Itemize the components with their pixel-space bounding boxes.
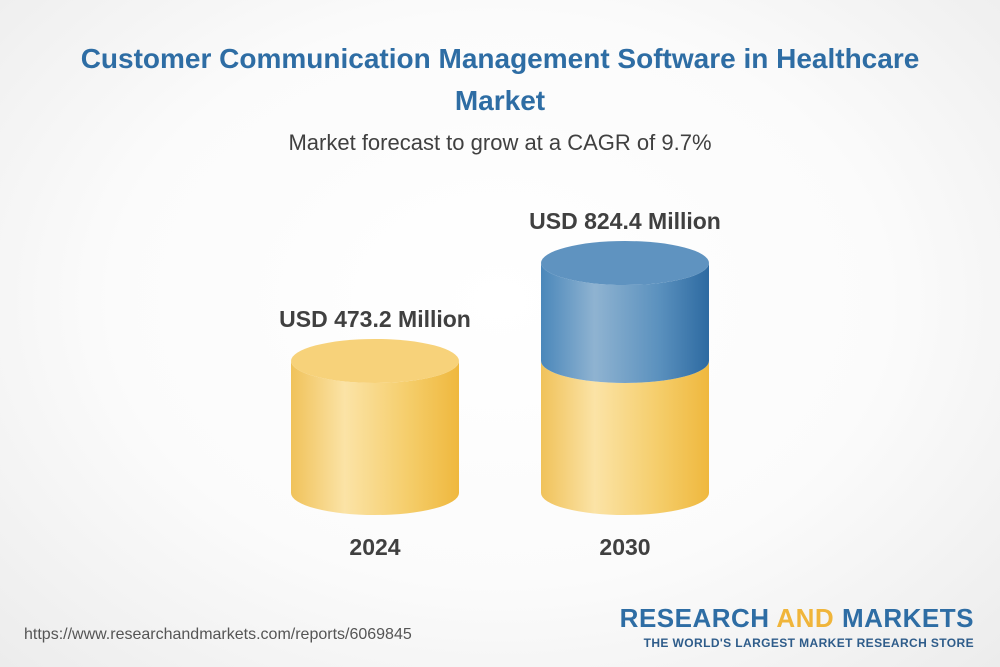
category-label-2030: 2030 [599,534,650,560]
cylinder-2030-growth-segment [541,263,709,383]
cylinder-2030-base-segment [541,360,709,515]
category-label-2024: 2024 [349,534,400,560]
cylinder-2024 [291,360,459,515]
chart-subtitle: Market forecast to grow at a CAGR of 9.7… [288,130,712,155]
cylinder-2030-top [541,241,709,285]
logo-word-research: RESEARCH [619,603,770,633]
research-and-markets-logo: RESEARCH AND MARKETS THE WORLD'S LARGEST… [620,604,974,650]
cylinder-chart: USD 473.2 Million 2024 USD 824.4 Million 20… [279,208,721,560]
source-url[interactable]: https://www.researchandmarkets.com/repor… [24,626,412,643]
logo-word-and: AND [776,603,835,633]
value-label-2030: USD 824.4 Million [529,208,721,234]
chart-title: Customer Communication Management Softwa… [80,43,920,116]
logo-wordmark: RESEARCH AND MARKETS [620,604,974,632]
logo-word-markets: MARKETS [841,603,974,633]
value-label-2024: USD 473.2 Million [279,306,471,332]
logo-tagline: THE WORLD'S LARGEST MARKET RESEARCH STOR… [643,636,974,650]
cylinder-2024-top [291,338,459,383]
